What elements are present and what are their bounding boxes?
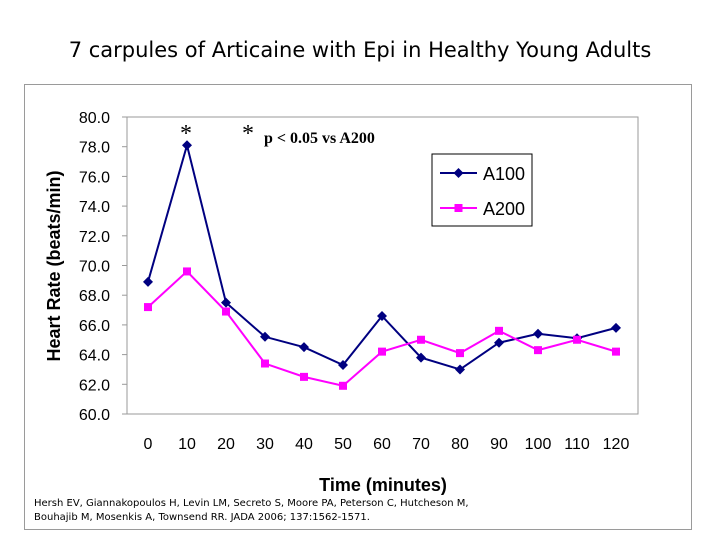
- data-point-a200: [417, 335, 425, 344]
- data-point-a200: [612, 347, 620, 356]
- data-point-a200: [456, 349, 464, 358]
- significance-legend-text: p < 0.05 vs A200: [264, 130, 375, 147]
- x-tick-label: 10: [178, 436, 196, 453]
- x-tick-label: 40: [295, 436, 313, 453]
- x-tick-label: 20: [217, 436, 235, 453]
- data-point-a200: [261, 359, 269, 368]
- data-point-a200: [573, 335, 581, 344]
- y-axis-label: Heart Rate (beats/min): [44, 170, 64, 361]
- x-tick-label: 120: [603, 436, 630, 453]
- data-point-a200: [534, 346, 542, 355]
- data-point-a100: [611, 322, 621, 333]
- data-point-a200: [183, 267, 191, 276]
- y-tick-label: 80.0: [79, 110, 110, 127]
- plot-area: [126, 116, 639, 415]
- legend-marker-a100: [453, 168, 464, 178]
- data-point-a100: [494, 337, 504, 348]
- x-tick-label: 60: [373, 436, 391, 453]
- x-axis-label: Time (minutes): [319, 475, 447, 495]
- chart-frame: [24, 84, 692, 530]
- x-tick-label: 30: [256, 436, 274, 453]
- data-point-a200: [222, 307, 230, 316]
- data-point-a200: [495, 326, 503, 335]
- y-tick-label: 68.0: [79, 288, 110, 305]
- legend-marker-a200: [454, 204, 463, 212]
- data-point-a200: [300, 372, 308, 381]
- data-point-a100: [377, 310, 387, 321]
- y-tick-label: 62.0: [79, 377, 110, 394]
- data-point-a200: [378, 347, 386, 356]
- data-point-a200: [339, 381, 347, 390]
- data-point-a100: [143, 276, 153, 287]
- data-point-a100: [260, 331, 270, 342]
- x-tick-label: 110: [564, 436, 590, 453]
- data-point-a100: [455, 364, 465, 375]
- x-tick-label: 50: [334, 436, 352, 453]
- legend: A100 A200: [431, 153, 533, 227]
- data-point-a100: [299, 342, 309, 353]
- x-tick-label: 100: [525, 436, 552, 453]
- y-tick-label: 72.0: [79, 229, 110, 246]
- data-point-a100: [416, 352, 426, 363]
- x-tick-label: 70: [412, 436, 430, 453]
- legend-box: [431, 153, 533, 227]
- y-tick-label: 60.0: [79, 407, 110, 424]
- data-point-a100: [182, 140, 192, 151]
- data-point-a100: [338, 359, 348, 370]
- legend-label-a100: A100: [483, 164, 525, 184]
- x-tick-label: 80: [451, 436, 469, 453]
- y-tick-label: 78.0: [79, 140, 110, 157]
- data-point-a100: [221, 297, 231, 308]
- y-tick-label: 70.0: [79, 259, 110, 276]
- data-point-a100: [533, 328, 543, 339]
- significance-legend-star: *: [242, 121, 254, 147]
- citation-line-1: Hersh EV, Giannakopoulos H, Levin LM, Se…: [34, 498, 469, 509]
- significance-star-marker: *: [180, 121, 192, 147]
- x-tick-label: 0: [144, 436, 153, 453]
- y-tick-label: 76.0: [79, 169, 110, 186]
- y-tick-label: 64.0: [79, 348, 110, 365]
- y-tick-label: 74.0: [79, 199, 110, 216]
- citation-line-2: Bouhajib M, Mosenkis A, Townsend RR. JAD…: [34, 512, 370, 523]
- x-tick-label: 90: [490, 436, 508, 453]
- data-point-a200: [144, 303, 152, 312]
- legend-label-a200: A200: [483, 199, 525, 219]
- y-tick-label: 66.0: [79, 318, 110, 335]
- slide-title: 7 carpules of Articaine with Epi in Heal…: [68, 38, 652, 62]
- citation: Hersh EV, Giannakopoulos H, Levin LM, Se…: [34, 497, 469, 525]
